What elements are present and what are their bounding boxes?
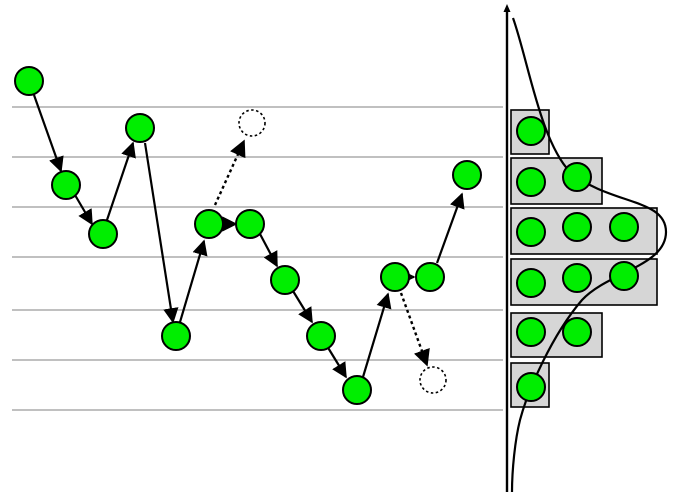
walk-step-arrow [32, 94, 64, 173]
walk-node [235, 209, 265, 239]
histogram-dot [562, 317, 592, 347]
walk-node [194, 209, 224, 239]
histogram-dot [562, 162, 592, 192]
walk-step-arrow [74, 194, 93, 226]
ghost-node [419, 366, 447, 394]
histogram-dot [516, 317, 546, 347]
histogram-dot [609, 212, 639, 242]
walk-step-arrow [143, 142, 179, 324]
histogram-dot [609, 261, 639, 291]
walk-node [161, 321, 191, 351]
histogram-dot [562, 263, 592, 293]
alternative-step-arrow [399, 292, 430, 367]
alternative-step-arrow [213, 139, 246, 206]
level-lines [12, 106, 503, 411]
walk-node [342, 375, 372, 405]
histogram-dot [562, 212, 592, 242]
ghost-nodes [238, 109, 447, 394]
histogram [510, 109, 658, 408]
walk-node [125, 113, 155, 143]
walk-node [306, 321, 336, 351]
walk-node [380, 262, 410, 292]
histogram-dot [516, 116, 546, 146]
normal-distribution-curve [510, 17, 668, 493]
walk-step-arrow [326, 345, 347, 379]
vertical-axis [503, 4, 511, 492]
histogram-dot [516, 372, 546, 402]
ghost-node [238, 109, 266, 137]
walk-node [88, 219, 118, 249]
walk-step-arrow [361, 292, 392, 378]
walk-step-arrow [435, 192, 465, 264]
histogram-dot [516, 167, 546, 197]
walk-step-arrow [292, 290, 313, 324]
walk-step-arrow [178, 239, 208, 323]
walk-step-arrow [259, 233, 278, 268]
walk-step-arrow [105, 141, 136, 221]
histogram-dot [516, 268, 546, 298]
histogram-dots [516, 116, 639, 402]
histogram-dot [516, 217, 546, 247]
alternative-paths [213, 139, 430, 367]
walk-node [415, 262, 445, 292]
walk-node [270, 265, 300, 295]
walk-node [14, 66, 44, 96]
walk-node [452, 160, 482, 190]
walk-nodes [14, 66, 482, 405]
walk-path [32, 94, 465, 379]
walk-node [51, 170, 81, 200]
